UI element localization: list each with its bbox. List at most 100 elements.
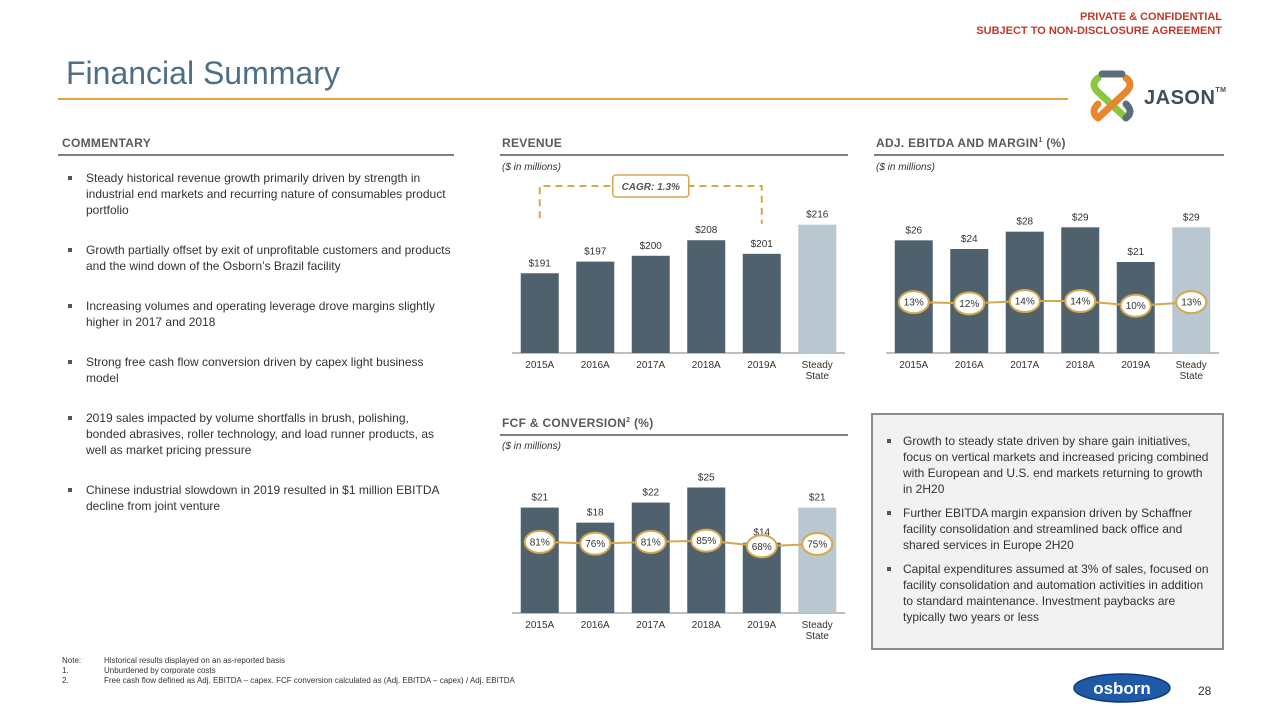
bar-value-label: $28 [1016,217,1033,228]
fcf-chart: $21 2015A $18 2016A $22 2017A $25 2018A $14 2019A… [512,473,845,642]
margin-marker [953,291,986,316]
commentary-bullet: Steady historical revenue growth primari… [62,170,452,218]
revenue-rule [500,154,848,156]
bar [798,224,837,353]
x-tick-label: 2017A [636,360,665,371]
bar-value-label: $24 [961,234,978,245]
footnote-key: 2. [62,676,69,685]
page-title: Financial Summary [66,55,340,91]
ebitda-header-footnote: 1 [1038,137,1043,144]
bar [520,273,559,353]
bar-value-label: $29 [1183,212,1200,223]
footnote-row: 1. Unburdened by corporate costs [62,666,515,676]
x-tick-label: State [806,371,830,382]
margin-marker [745,534,778,559]
footnote-key: 1. [62,666,69,675]
callout-bullet: Capital expenditures assumed at 3% of sa… [885,561,1210,625]
margin-label: 75% [807,539,827,550]
revenue-chart: $191 2015A $197 2016A $200 2017A $208 2018A $201… [512,174,845,382]
margin-marker [634,529,667,554]
footnote-row: 2. Free cash flow defined as Adj. EBITDA … [62,676,515,686]
margin-marker [897,290,930,315]
x-tick-label: 2016A [581,360,610,371]
x-tick-label: 2017A [1010,360,1039,371]
bar-value-label: $201 [751,239,774,250]
cagr-label: CAGR: 1.3% [622,182,680,193]
bar-value-label: $29 [1072,212,1089,223]
confidentiality-notice: PRIVATE & CONFIDENTIAL SUBJECT TO NON-DI… [976,10,1222,38]
x-tick-label: 2018A [1066,360,1095,371]
margin-label: 13% [1181,298,1201,309]
x-tick-label: 2015A [525,360,554,371]
ebitda-header-text: ADJ. EBITDA AND MARGIN [876,136,1039,150]
bar-value-label: $208 [695,225,718,236]
x-tick-label: Steady [1176,360,1207,371]
footnote-key: Note: [62,656,82,665]
bar-value-label: $21 [809,493,826,504]
callout-bullet: Growth to steady state driven by share g… [885,433,1210,497]
bar-value-label: $18 [587,508,604,519]
x-tick-label: State [1180,371,1204,382]
bar-value-label: $216 [806,210,829,221]
margin-label: 81% [530,537,550,548]
commentary-rule [58,154,454,156]
bar [576,261,615,353]
commentary-bullet: Increasing volumes and operating leverag… [62,298,452,330]
x-tick-label: 2019A [1121,360,1150,371]
cagr-badge [612,174,690,198]
bar-value-label: $14 [753,528,770,539]
margin-marker [523,529,556,554]
commentary-list: Steady historical revenue growth primari… [62,170,452,538]
x-tick-label: Steady [802,620,833,631]
margin-label: 76% [585,539,605,550]
bar-value-label: $25 [698,473,715,484]
page-number: 28 [1198,684,1212,698]
x-tick-label: 2017A [636,620,665,631]
margin-marker [690,528,723,553]
fcf-header: FCF & CONVERSION2 (%) [502,416,654,430]
outlook-callout: Growth to steady state driven by share g… [871,413,1224,650]
confidential-line-1: PRIVATE & CONFIDENTIAL [1080,11,1222,23]
margin-marker [579,531,612,556]
jason-logo: JASONTM [1144,87,1227,110]
x-tick-label: State [806,631,830,642]
x-tick-label: Steady [802,360,833,371]
margin-label: 12% [959,299,979,310]
revenue-header: REVENUE [502,136,563,150]
margin-label: 81% [641,537,661,548]
bar [520,507,559,613]
jason-knot-icon [1090,70,1134,122]
margin-label: 14% [1070,297,1090,308]
bar-value-label: $21 [531,493,548,504]
title-divider [58,98,1068,100]
fcf-units: ($ in millions) [502,441,561,452]
bar [687,240,726,353]
fcf-header-footnote: 2 [626,417,631,424]
x-tick-label: 2018A [692,620,721,631]
x-tick-label: 2016A [581,620,610,631]
revenue-units: ($ in millions) [502,162,561,173]
margin-label: 10% [1126,301,1146,312]
bar [742,253,781,353]
x-tick-label: 2019A [747,620,776,631]
commentary-bullet: Strong free cash flow conversion driven … [62,354,452,386]
fcf-rule [500,434,848,436]
callout-bullet: Further EBITDA margin expansion driven b… [885,505,1210,553]
bar-value-label: $197 [584,247,607,258]
bar [631,502,670,613]
bar-value-label: $22 [642,488,659,499]
ebitda-header-suffix: (%) [1042,136,1066,150]
x-tick-label: 2019A [747,360,776,371]
jason-logo-tm: TM [1215,87,1227,94]
commentary-header: COMMENTARY [62,136,151,150]
margin-label: 68% [752,542,772,553]
bar [798,507,837,613]
margin-label: 14% [1015,297,1035,308]
bar-value-label: $200 [640,241,663,252]
x-tick-label: 2018A [692,360,721,371]
margin-label: 13% [904,298,924,309]
footnote-text: Unburdened by corporate costs [104,666,216,675]
ebitda-chart: $26 2015A $24 2016A $28 2017A $29 2018A $21 2019A… [886,212,1219,382]
confidential-line-2: SUBJECT TO NON-DISCLOSURE AGREEMENT [976,25,1222,37]
ebitda-header: ADJ. EBITDA AND MARGIN1 (%) [876,136,1066,150]
